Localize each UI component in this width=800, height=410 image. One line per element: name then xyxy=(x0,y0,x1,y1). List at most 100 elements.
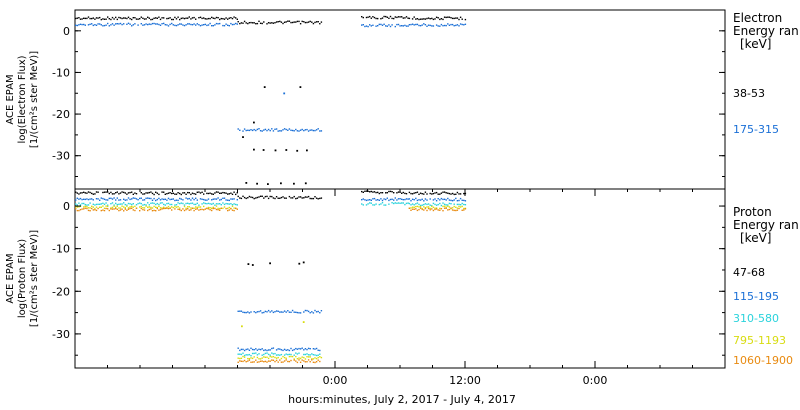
data-point xyxy=(309,348,311,350)
data-point xyxy=(317,128,319,130)
data-point xyxy=(404,17,406,19)
data-point xyxy=(263,311,265,314)
data-point xyxy=(124,17,126,19)
data-point xyxy=(410,204,412,206)
data-point xyxy=(190,199,192,201)
data-point xyxy=(155,23,157,25)
data-point xyxy=(280,182,282,185)
data-point xyxy=(193,16,195,19)
data-point xyxy=(413,192,415,194)
data-point xyxy=(293,311,295,313)
data-point xyxy=(139,18,141,20)
data-point xyxy=(105,202,107,204)
data-point xyxy=(253,121,255,124)
data-point xyxy=(362,204,364,206)
data-point xyxy=(127,202,130,205)
data-point xyxy=(264,356,267,358)
data-point xyxy=(402,191,404,194)
data-point xyxy=(306,353,308,355)
data-point xyxy=(383,204,385,206)
data-point xyxy=(399,202,401,204)
data-point xyxy=(253,361,255,363)
data-point xyxy=(287,20,289,22)
data-point xyxy=(391,24,393,26)
data-point xyxy=(156,192,158,194)
data-point xyxy=(248,358,251,360)
data-point xyxy=(155,191,157,193)
data-point xyxy=(434,208,436,211)
data-point xyxy=(107,22,109,25)
data-point xyxy=(175,206,178,208)
electron-data-marks xyxy=(75,15,467,185)
data-point xyxy=(377,25,379,27)
data-point xyxy=(231,204,234,206)
data-point xyxy=(159,202,162,204)
data-point xyxy=(253,352,255,355)
data-point xyxy=(89,210,91,212)
data-point xyxy=(455,17,457,19)
data-point xyxy=(235,203,237,206)
data-point xyxy=(131,198,133,200)
data-point xyxy=(386,25,388,27)
data-point xyxy=(169,198,171,201)
data-point xyxy=(279,354,281,356)
data-point xyxy=(161,23,163,25)
data-point xyxy=(204,208,206,210)
data-point xyxy=(185,208,187,211)
data-point xyxy=(277,197,279,199)
data-point xyxy=(251,264,254,266)
data-point xyxy=(453,17,455,20)
data-point xyxy=(251,129,254,132)
data-point xyxy=(250,196,252,198)
data-point xyxy=(455,24,457,27)
data-point xyxy=(299,196,302,198)
data-point xyxy=(75,203,77,205)
data-point xyxy=(237,347,239,349)
data-point xyxy=(282,349,284,352)
data-point xyxy=(402,199,404,201)
data-point xyxy=(164,198,166,200)
data-point xyxy=(220,204,222,206)
data-point xyxy=(373,16,376,19)
data-point xyxy=(279,359,281,361)
electron-ylabel-line-2: log(Electron Flux) xyxy=(17,55,28,143)
data-point xyxy=(415,23,417,26)
data-point xyxy=(459,193,462,195)
data-point xyxy=(283,310,286,312)
series-38-53 xyxy=(75,15,467,185)
data-point xyxy=(304,353,307,356)
data-point xyxy=(269,349,271,351)
data-point xyxy=(275,357,278,359)
data-point xyxy=(447,204,449,206)
data-point xyxy=(124,207,126,209)
data-point xyxy=(250,355,252,357)
data-point xyxy=(220,198,222,201)
data-point xyxy=(266,195,268,198)
data-point xyxy=(147,206,149,208)
data-point xyxy=(140,192,142,194)
data-point xyxy=(89,191,91,194)
data-point xyxy=(84,17,86,20)
data-point xyxy=(393,202,395,205)
data-point xyxy=(311,129,313,131)
data-point xyxy=(156,202,158,205)
data-point xyxy=(304,358,307,360)
data-point xyxy=(419,199,422,201)
data-point xyxy=(295,360,297,362)
data-point xyxy=(164,193,166,195)
data-point xyxy=(110,208,112,210)
data-point xyxy=(153,193,155,196)
data-point xyxy=(211,207,213,209)
data-point xyxy=(148,191,150,194)
data-point xyxy=(245,354,247,356)
data-point xyxy=(134,197,136,199)
data-point xyxy=(447,197,449,200)
data-point xyxy=(255,23,257,25)
data-point xyxy=(123,198,125,200)
data-point xyxy=(87,24,90,26)
data-point xyxy=(451,209,454,211)
data-point xyxy=(177,206,179,208)
data-point xyxy=(237,353,239,355)
data-point xyxy=(124,208,126,210)
data-point xyxy=(397,23,400,26)
